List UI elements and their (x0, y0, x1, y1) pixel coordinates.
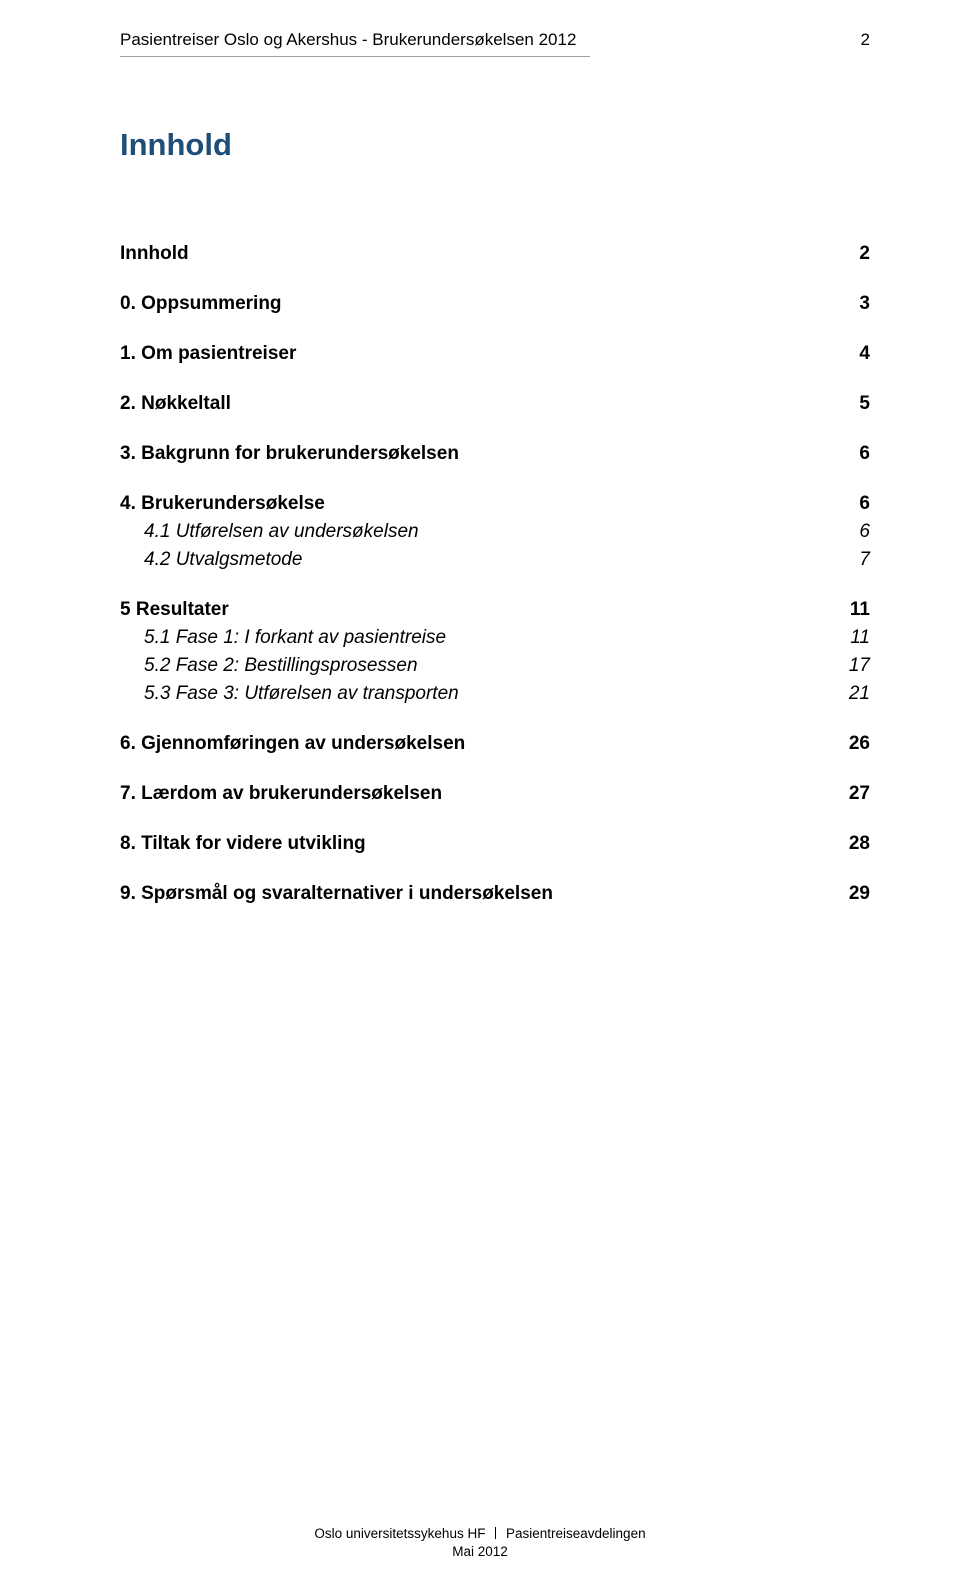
toc-row: 0. Oppsummering 3 (120, 293, 870, 315)
toc-spacer (120, 755, 870, 783)
main-heading: Innhold (120, 127, 870, 163)
toc-row: 1. Om pasientreiser 4 (120, 343, 870, 365)
toc-page: 7 (859, 549, 870, 571)
toc-label: 3. Bakgrunn for brukerundersøkelsen (120, 443, 459, 465)
toc-row: 3. Bakgrunn for brukerundersøkelsen 6 (120, 443, 870, 465)
toc-row: 6. Gjennomføringen av undersøkelsen 26 (120, 733, 870, 755)
toc-row: 5.1 Fase 1: I forkant av pasientreise 11 (120, 627, 870, 649)
document-page: Pasientreiser Oslo og Akershus - Brukeru… (0, 0, 960, 1595)
toc-label: 8. Tiltak for videre utvikling (120, 833, 366, 855)
toc-label: 5.1 Fase 1: I forkant av pasientreise (120, 627, 446, 649)
toc-page: 4 (859, 343, 870, 365)
footer-separator (495, 1527, 496, 1539)
toc-label: 4. Brukerundersøkelse (120, 493, 325, 515)
table-of-contents: Innhold 2 0. Oppsummering 3 1. Om pasientrei… (120, 243, 870, 905)
footer-org: Oslo universitetssykehus HF (314, 1526, 485, 1541)
toc-row: 7. Lærdom av brukerundersøkelsen 27 (120, 783, 870, 805)
header-rule (120, 56, 590, 57)
toc-label: 0. Oppsummering (120, 293, 282, 315)
toc-page: 11 (850, 599, 870, 621)
toc-page: 29 (849, 883, 870, 905)
toc-page: 6 (859, 443, 870, 465)
toc-label: 5.3 Fase 3: Utførelsen av transporten (120, 683, 459, 705)
toc-row: 5.3 Fase 3: Utførelsen av transporten 21 (120, 683, 870, 705)
toc-row: Innhold 2 (120, 243, 870, 265)
toc-label: 1. Om pasientreiser (120, 343, 296, 365)
toc-page: 21 (849, 683, 870, 705)
toc-row: 4. Brukerundersøkelse 6 (120, 493, 870, 515)
page-number: 2 (861, 30, 870, 50)
toc-spacer (120, 805, 870, 833)
page-header: Pasientreiser Oslo og Akershus - Brukeru… (120, 30, 870, 50)
toc-spacer (120, 465, 870, 493)
toc-row: 4.2 Utvalgsmetode 7 (120, 549, 870, 571)
toc-label: 2. Nøkkeltall (120, 393, 231, 415)
header-title: Pasientreiser Oslo og Akershus - Brukeru… (120, 30, 576, 50)
toc-page: 27 (849, 783, 870, 805)
footer-dept: Pasientreiseavdelingen (506, 1526, 646, 1541)
toc-page: 11 (850, 627, 870, 649)
toc-label: 4.2 Utvalgsmetode (120, 549, 302, 571)
toc-spacer (120, 365, 870, 393)
toc-page: 26 (849, 733, 870, 755)
toc-label: 5.2 Fase 2: Bestillingsprosessen (120, 655, 418, 677)
toc-spacer (120, 315, 870, 343)
toc-page: 28 (849, 833, 870, 855)
toc-label: 5 Resultater (120, 599, 229, 621)
toc-page: 2 (859, 243, 870, 265)
toc-page: 3 (859, 293, 870, 315)
toc-row: 5 Resultater 11 (120, 599, 870, 621)
toc-page: 6 (859, 493, 870, 515)
footer-line-2: Mai 2012 (0, 1543, 960, 1561)
toc-label: 9. Spørsmål og svaralternativer i unders… (120, 883, 553, 905)
toc-page: 6 (859, 521, 870, 543)
toc-row: 9. Spørsmål og svaralternativer i unders… (120, 883, 870, 905)
toc-spacer (120, 705, 870, 733)
toc-label: 6. Gjennomføringen av undersøkelsen (120, 733, 465, 755)
toc-label: Innhold (120, 243, 189, 265)
toc-row: 4.1 Utførelsen av undersøkelsen 6 (120, 521, 870, 543)
toc-label: 7. Lærdom av brukerundersøkelsen (120, 783, 442, 805)
toc-page: 17 (849, 655, 870, 677)
toc-spacer (120, 571, 870, 599)
toc-spacer (120, 855, 870, 883)
toc-label: 4.1 Utførelsen av undersøkelsen (120, 521, 419, 543)
footer-line-1: Oslo universitetssykehus HF Pasientreise… (0, 1525, 960, 1543)
toc-row: 8. Tiltak for videre utvikling 28 (120, 833, 870, 855)
toc-spacer (120, 265, 870, 293)
page-footer: Oslo universitetssykehus HF Pasientreise… (0, 1525, 960, 1561)
toc-spacer (120, 415, 870, 443)
toc-page: 5 (859, 393, 870, 415)
toc-row: 5.2 Fase 2: Bestillingsprosessen 17 (120, 655, 870, 677)
toc-row: 2. Nøkkeltall 5 (120, 393, 870, 415)
